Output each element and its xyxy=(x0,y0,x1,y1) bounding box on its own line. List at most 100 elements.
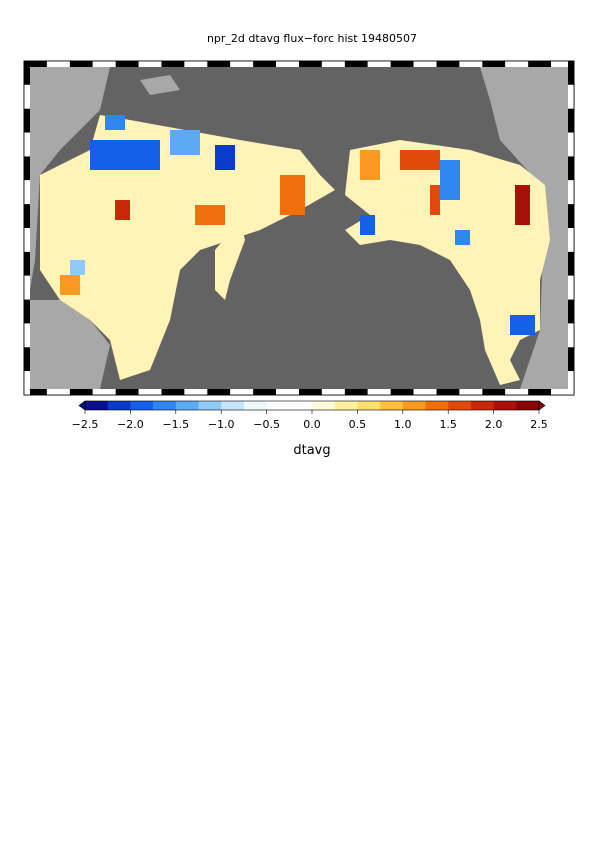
border-segment xyxy=(230,389,254,395)
border-segment xyxy=(568,228,574,252)
border-segment xyxy=(459,61,483,67)
land xyxy=(30,67,110,290)
colorbar-segment xyxy=(402,401,426,410)
colorbar-segment xyxy=(516,401,540,410)
colorbar-tick-label: −2.0 xyxy=(117,418,144,431)
border-segment xyxy=(568,156,574,181)
colorbar-segment xyxy=(153,401,177,410)
border-segment xyxy=(24,347,30,372)
border-segment xyxy=(24,204,30,228)
colorbar-segment xyxy=(130,401,154,410)
colorbar-tick-label: −0.5 xyxy=(253,418,280,431)
border-segment xyxy=(528,61,552,67)
border-segment xyxy=(528,389,552,395)
data-patches xyxy=(60,115,535,335)
colorbar-segment xyxy=(289,401,313,410)
colorbar-segment xyxy=(175,401,199,410)
colorbar-label: dtavg xyxy=(293,443,330,458)
colorbar-tick-label: 0.0 xyxy=(303,418,321,431)
colorbar-tick-label: 2.0 xyxy=(485,418,503,431)
border-segment xyxy=(115,389,139,395)
border-segment xyxy=(505,61,529,67)
border-segment xyxy=(92,61,116,67)
border-segment xyxy=(568,108,574,133)
border-segment xyxy=(161,389,185,395)
data-region xyxy=(345,140,550,385)
colorbar-tick-label: 0.5 xyxy=(349,418,367,431)
colorbar-segment xyxy=(448,401,472,410)
border-segment xyxy=(568,61,574,85)
border-segment xyxy=(207,61,231,67)
border-segment xyxy=(24,228,30,252)
border-segment xyxy=(568,299,574,324)
border-segment xyxy=(390,61,414,67)
border-segment xyxy=(482,389,506,395)
colorbar-tick-label: 1.5 xyxy=(439,418,457,431)
colorbar-tick-label: 2.5 xyxy=(530,418,548,431)
border-segment xyxy=(69,61,93,67)
colorbar-tick-label: 1.0 xyxy=(394,418,412,431)
border-segment xyxy=(367,61,391,67)
map-border xyxy=(23,60,575,396)
border-segment xyxy=(207,389,231,395)
border-segment xyxy=(161,61,185,67)
border-segment xyxy=(321,389,345,395)
border-segment xyxy=(115,61,139,67)
border-segment xyxy=(321,61,345,67)
border-segment xyxy=(568,180,574,205)
colorbar-segment xyxy=(107,401,131,410)
border-segment xyxy=(344,389,368,395)
border-segment xyxy=(276,389,299,395)
map xyxy=(23,60,575,396)
border-segment xyxy=(24,275,30,300)
colorbar-segment xyxy=(312,401,335,410)
data-region xyxy=(40,115,335,380)
border-segment xyxy=(390,389,414,395)
border-segment xyxy=(46,61,70,67)
colorbar-segment xyxy=(380,401,404,410)
border-segment xyxy=(482,61,506,67)
border-segment xyxy=(551,389,574,395)
border-segment xyxy=(367,389,391,395)
border-segment xyxy=(24,61,30,85)
colorbar-segment xyxy=(334,401,358,410)
border-segment xyxy=(568,275,574,300)
border-segment xyxy=(568,251,574,276)
border-segment xyxy=(138,61,162,67)
border-segment xyxy=(184,389,208,395)
border-segment xyxy=(413,61,437,67)
border-segment xyxy=(46,389,70,395)
border-segment xyxy=(568,204,574,228)
colorbar-tick-label: −2.5 xyxy=(72,418,99,431)
border-segment xyxy=(24,299,30,324)
border-segment xyxy=(24,180,30,205)
border-segment xyxy=(138,389,162,395)
border-segment xyxy=(253,61,277,67)
border-segment xyxy=(24,323,30,348)
border-segment xyxy=(92,389,116,395)
border-segment xyxy=(344,61,368,67)
colorbar-segment xyxy=(357,401,381,410)
colorbar-segment xyxy=(425,401,449,410)
border-segment xyxy=(505,389,529,395)
border-segment xyxy=(24,251,30,276)
border-segment xyxy=(24,61,47,67)
border-segment xyxy=(24,389,47,395)
border-segment xyxy=(568,347,574,372)
border-segment xyxy=(413,389,437,395)
colorbar-segment xyxy=(221,401,245,410)
colorbar-segment xyxy=(85,401,108,410)
border-segment xyxy=(436,61,460,67)
border-segment xyxy=(69,389,93,395)
border-segment xyxy=(253,389,277,395)
colorbar-tick-label: −1.5 xyxy=(162,418,189,431)
colorbar-segment xyxy=(470,401,494,410)
land xyxy=(480,67,568,389)
colorbar-segment xyxy=(243,401,267,410)
colorbar-segment xyxy=(266,401,290,410)
colorbar-tick-label: −1.0 xyxy=(208,418,235,431)
border-segment xyxy=(568,323,574,348)
border-segment xyxy=(230,61,254,67)
border-segment xyxy=(184,61,208,67)
